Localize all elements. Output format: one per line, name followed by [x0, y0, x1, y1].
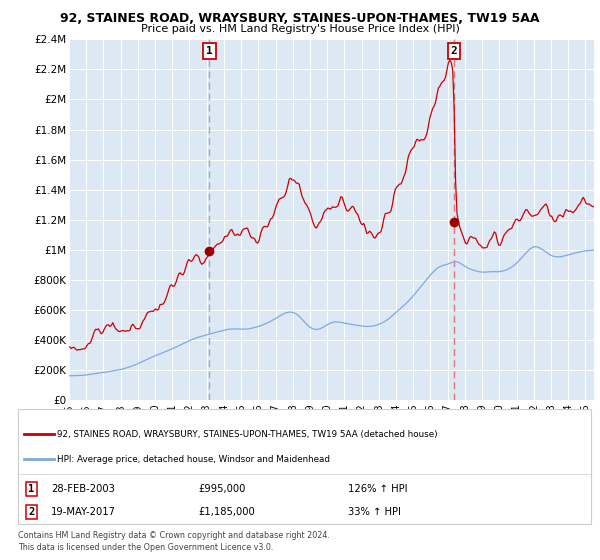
Text: 2: 2 [28, 507, 34, 517]
Text: 1: 1 [206, 46, 213, 56]
Text: HPI: Average price, detached house, Windsor and Maidenhead: HPI: Average price, detached house, Wind… [57, 455, 330, 464]
Text: 1: 1 [28, 484, 34, 494]
Text: £995,000: £995,000 [198, 484, 245, 494]
Text: 19-MAY-2017: 19-MAY-2017 [51, 507, 116, 517]
Text: 126% ↑ HPI: 126% ↑ HPI [348, 484, 407, 494]
Text: Price paid vs. HM Land Registry's House Price Index (HPI): Price paid vs. HM Land Registry's House … [140, 24, 460, 34]
Text: This data is licensed under the Open Government Licence v3.0.: This data is licensed under the Open Gov… [18, 543, 274, 552]
Text: 2: 2 [451, 46, 458, 56]
Text: 33% ↑ HPI: 33% ↑ HPI [348, 507, 401, 517]
Text: Contains HM Land Registry data © Crown copyright and database right 2024.: Contains HM Land Registry data © Crown c… [18, 531, 330, 540]
Text: 28-FEB-2003: 28-FEB-2003 [51, 484, 115, 494]
Text: 92, STAINES ROAD, WRAYSBURY, STAINES-UPON-THAMES, TW19 5AA: 92, STAINES ROAD, WRAYSBURY, STAINES-UPO… [60, 12, 540, 25]
Text: 92, STAINES ROAD, WRAYSBURY, STAINES-UPON-THAMES, TW19 5AA (detached house): 92, STAINES ROAD, WRAYSBURY, STAINES-UPO… [57, 430, 437, 438]
Text: £1,185,000: £1,185,000 [198, 507, 255, 517]
